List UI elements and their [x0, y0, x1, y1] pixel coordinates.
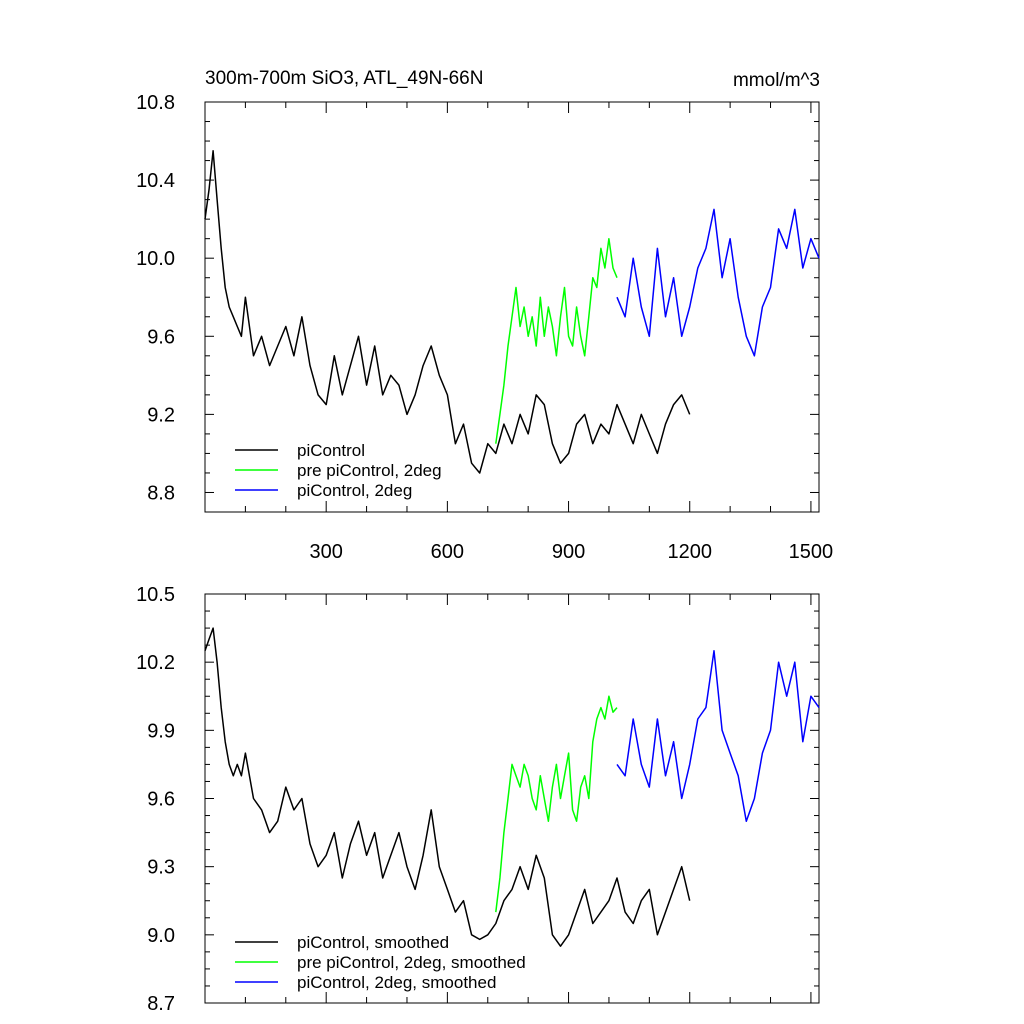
y-tick-label: 10.8 [136, 92, 175, 114]
y-tick-label: 9.6 [147, 789, 175, 811]
legend-label-2: piControl, 2deg [297, 481, 412, 500]
y-tick-label: 8.7 [147, 993, 175, 1015]
x-tick-label: 1200 [667, 541, 712, 563]
y-tick-label: 10.0 [136, 248, 175, 270]
top-series-lines [204, 150, 820, 474]
series-line-1 [495, 237, 618, 444]
legend-label-1: pre piControl, 2deg, smoothed [297, 953, 526, 972]
legend-label-1: pre piControl, 2deg [297, 461, 442, 480]
top-axes: 8.8 9.2 9.6 10.0 10.4 10.8 300 600 900 1200 1500 [136, 92, 833, 563]
y-tick-label: 10.2 [136, 652, 175, 674]
y-tick-label: 9.2 [147, 404, 175, 426]
series-line-0 [204, 150, 691, 474]
bottom-axes: 8.7 9.0 9.3 9.6 9.9 10.2 10.5 [136, 584, 819, 1015]
bottom-series-lines [204, 627, 820, 947]
y-tick-label: 9.0 [147, 925, 175, 947]
x-tick-label: 900 [552, 541, 585, 563]
series-line-2 [616, 208, 820, 357]
y-tick-label: 9.6 [147, 326, 175, 348]
legend-label-2: piControl, 2deg, smoothed [297, 973, 496, 992]
series-line-0 [204, 627, 691, 947]
y-tick-label: 10.5 [136, 584, 175, 606]
top-chart-title: 300m-700m SiO3, ATL_49N-66N [205, 68, 483, 89]
x-tick-label: 300 [309, 541, 342, 563]
x-tick-label: 1500 [789, 541, 834, 563]
top-plot-frame [204, 101, 820, 513]
y-tick-label: 9.3 [147, 857, 175, 879]
series-line-2 [616, 650, 820, 822]
top-chart-units: mmol/m^3 [733, 70, 820, 91]
y-tick-label: 9.9 [147, 720, 175, 742]
legend-label-0: piControl, smoothed [297, 933, 449, 952]
y-tick-label: 10.4 [136, 170, 175, 192]
legend-label-0: piControl [297, 441, 365, 460]
x-tick-label: 600 [431, 541, 464, 563]
bottom-panel: 8.7 9.0 9.3 9.6 9.9 10.2 10.5 piControl, smoot… [136, 584, 820, 1015]
top-panel: 300m-700m SiO3, ATL_49N-66N mmol/m^3 8.8… [136, 68, 833, 563]
y-tick-label: 8.8 [147, 482, 175, 504]
series-line-1 [495, 695, 618, 913]
